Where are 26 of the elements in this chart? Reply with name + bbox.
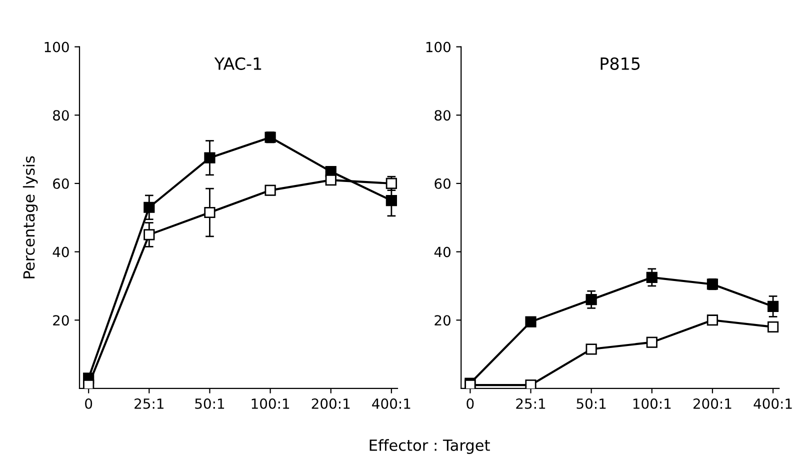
x-tick-label: 25:1 bbox=[516, 398, 546, 409]
x-tick-label: 25:1 bbox=[134, 398, 164, 409]
y-tick-label: 80 bbox=[434, 110, 450, 121]
y-tick-label: 20 bbox=[53, 315, 69, 326]
y-tick-label: 80 bbox=[53, 110, 69, 121]
y-tick-label: 40 bbox=[434, 246, 450, 258]
x-tick-label: 0 bbox=[85, 398, 92, 409]
y-tick-label: 60 bbox=[53, 178, 69, 189]
text: P815 bbox=[600, 57, 640, 70]
x-tick-label: 200:1 bbox=[693, 398, 732, 409]
text: YAC-1 bbox=[214, 57, 262, 70]
x-tick-label: 100:1 bbox=[252, 398, 290, 409]
y-tick-label: 20 bbox=[434, 315, 450, 326]
x-axis-title: Effector : Target bbox=[370, 439, 490, 454]
x-tick-label: 50:1 bbox=[195, 398, 224, 409]
x-tick-label: 400:1 bbox=[754, 398, 792, 409]
x-tick-label: 50:1 bbox=[576, 398, 606, 409]
y-axis-title: Percentage lysis bbox=[22, 156, 38, 278]
y-tick-label: 60 bbox=[434, 178, 450, 189]
x-tick-label: 400:1 bbox=[372, 398, 410, 409]
y-tick-label: 100 bbox=[44, 42, 69, 52]
y-tick-label: 100 bbox=[426, 42, 450, 52]
x-tick-label: 200:1 bbox=[312, 398, 350, 409]
y-tick-label: 40 bbox=[52, 246, 69, 258]
x-tick-label: 0 bbox=[466, 398, 474, 409]
x-tick-label: 100:1 bbox=[633, 398, 671, 409]
